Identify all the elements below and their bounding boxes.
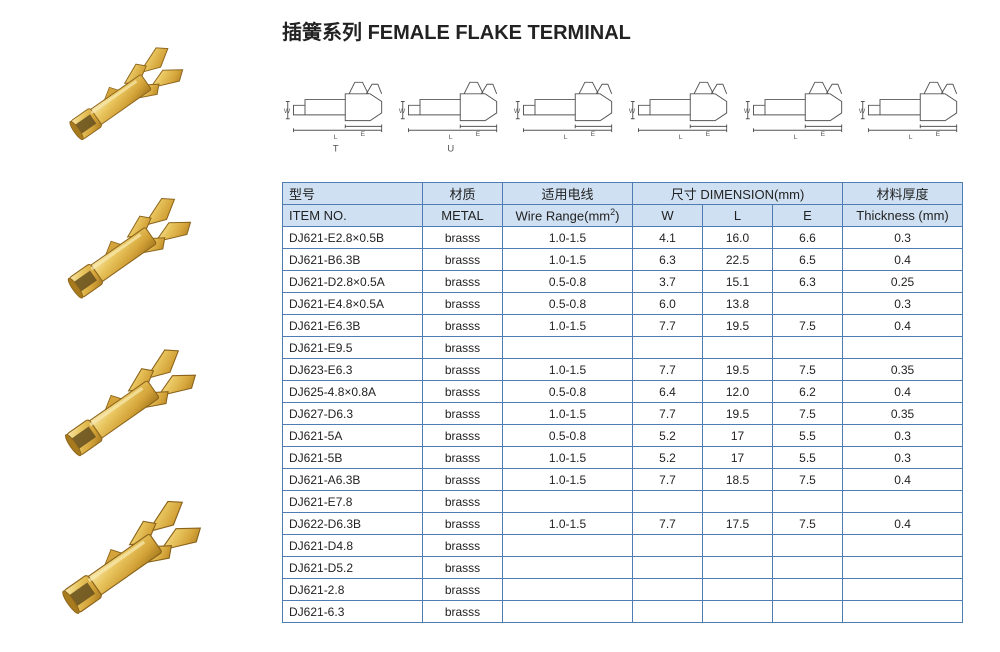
svg-text:L: L — [794, 134, 798, 141]
table-row: DJ627-D6.3brasss1.0-1.57.719.57.50.35 — [283, 403, 963, 425]
hdr-thick-en: Thickness (mm) — [843, 205, 963, 227]
line-diagram-1: W L E T — [282, 62, 397, 162]
table-row: DJ621-E9.5brasss — [283, 337, 963, 359]
hdr-item-en: ITEM NO. — [283, 205, 423, 227]
table-row: DJ625-4.8×0.8Abrasss0.5-0.86.412.06.20.4 — [283, 381, 963, 403]
table-row: DJ621-E2.8×0.5Bbrasss1.0-1.54.116.06.60.… — [283, 227, 963, 249]
hdr-metal-cn: 材质 — [423, 183, 503, 205]
table-row: DJ621-5Bbrasss1.0-1.55.2175.50.3 — [283, 447, 963, 469]
hdr-e: E — [773, 205, 843, 227]
svg-text:W: W — [859, 108, 866, 115]
svg-text:L: L — [679, 134, 683, 141]
product-photo-4 — [40, 490, 220, 640]
table-row: DJ621-D4.8brasss — [283, 535, 963, 557]
table-row: DJ621-5Abrasss0.5-0.85.2175.50.3 — [283, 425, 963, 447]
product-photo-3 — [44, 340, 214, 480]
hdr-item-cn: 型号 — [283, 183, 423, 205]
hdr-wire-en: Wire Range(mm2) — [503, 205, 633, 227]
title-en: FEMALE FLAKE TERMINAL — [368, 22, 631, 44]
line-diagram-2: W L E U — [397, 62, 512, 162]
table-row: DJ622-D6.3Bbrasss1.0-1.57.717.57.50.4 — [283, 513, 963, 535]
svg-text:E: E — [361, 131, 366, 138]
table-row: DJ621-A6.3Bbrasss1.0-1.57.718.57.50.4 — [283, 469, 963, 491]
table-row: DJ621-D2.8×0.5Abrasss0.5-0.83.715.16.30.… — [283, 271, 963, 293]
line-diagram-3: W L E — [512, 62, 627, 162]
table-row: DJ621-E4.8×0.5Abrasss0.5-0.86.013.80.3 — [283, 293, 963, 315]
svg-text:U: U — [447, 143, 454, 154]
product-photo-2 — [48, 190, 208, 320]
spec-table-wrap: 型号材质适用电线尺寸 DIMENSION(mm)材料厚度 ITEM NO.META… — [282, 182, 963, 623]
hdr-dim: 尺寸 DIMENSION(mm) — [633, 183, 843, 205]
svg-text:W: W — [629, 108, 636, 115]
table-row: DJ621-E6.3Bbrasss1.0-1.57.719.57.50.4 — [283, 315, 963, 337]
svg-text:L: L — [909, 134, 913, 141]
line-diagram-5: W L E — [742, 62, 857, 162]
svg-text:E: E — [706, 131, 711, 138]
line-diagram-4: W L E — [627, 62, 742, 162]
table-row: DJ621-B6.3Bbrasss1.0-1.56.322.56.50.4 — [283, 249, 963, 271]
page: 插簧系列 FEMALE FLAKE TERMINAL — [0, 0, 1000, 652]
svg-text:W: W — [514, 108, 521, 115]
hdr-wire-cn: 适用电线 — [503, 183, 633, 205]
diagram-row: W L E T W L E U W L E — [282, 62, 972, 162]
table-row: DJ621-D5.2brasss — [283, 557, 963, 579]
svg-text:T: T — [333, 143, 339, 154]
hdr-metal-en: METAL — [423, 205, 503, 227]
table-row: DJ623-E6.3brasss1.0-1.57.719.57.50.35 — [283, 359, 963, 381]
hdr-thick-cn: 材料厚度 — [843, 183, 963, 205]
title-cn: 插簧系列 — [282, 22, 362, 44]
page-title: 插簧系列 FEMALE FLAKE TERMINAL — [282, 16, 631, 45]
svg-text:L: L — [564, 134, 568, 141]
svg-text:L: L — [334, 134, 338, 141]
svg-text:W: W — [399, 108, 406, 115]
svg-text:E: E — [476, 131, 481, 138]
table-row: DJ621-E7.8brasss — [283, 491, 963, 513]
table-row: DJ621-2.8brasss — [283, 579, 963, 601]
svg-text:W: W — [284, 108, 291, 115]
svg-text:E: E — [591, 131, 596, 138]
spec-table: 型号材质适用电线尺寸 DIMENSION(mm)材料厚度 ITEM NO.META… — [282, 182, 963, 623]
line-diagram-6: W L E — [857, 62, 972, 162]
svg-text:W: W — [744, 108, 751, 115]
hdr-l: L — [703, 205, 773, 227]
svg-text:E: E — [821, 131, 826, 138]
table-row: DJ621-6.3brasss — [283, 601, 963, 623]
svg-text:L: L — [449, 134, 453, 141]
product-photo-1 — [50, 40, 200, 160]
svg-text:E: E — [936, 131, 941, 138]
hdr-w: W — [633, 205, 703, 227]
